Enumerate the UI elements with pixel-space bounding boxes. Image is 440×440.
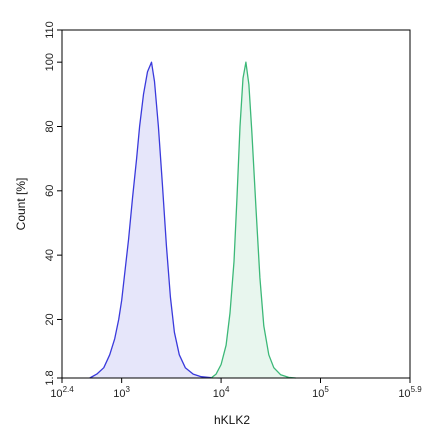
- x-tick-label: 105.9: [398, 385, 422, 400]
- y-tick-label: 100: [44, 53, 56, 71]
- x-tick-label: 105: [312, 385, 329, 400]
- series-2-line: [210, 61, 296, 379]
- series-layer: [89, 61, 296, 379]
- y-tick-label: 20: [44, 313, 56, 325]
- y-tick-label: 40: [44, 249, 56, 261]
- x-tick-label: 102.4: [50, 385, 74, 400]
- y-axis-ticks: 1.8 20 40 60 80 100 110: [44, 21, 62, 386]
- series-1-area: [89, 62, 222, 378]
- x-axis-ticks: 102.4 103 104 105 105.9: [50, 378, 422, 400]
- x-axis-label: hKLK2: [214, 413, 250, 427]
- x-tick-label: 104: [213, 385, 230, 400]
- y-tick-label: 110: [44, 21, 56, 39]
- y-tick-label: 1.8: [44, 370, 56, 385]
- series-1-line: [89, 61, 222, 379]
- y-axis-label: Count [%]: [14, 178, 28, 231]
- y-tick-label: 80: [44, 120, 56, 132]
- y-tick-label: 60: [44, 185, 56, 197]
- series-2-area: [211, 62, 296, 378]
- x-tick-label: 103: [113, 385, 130, 400]
- plot-frame: [61, 29, 411, 379]
